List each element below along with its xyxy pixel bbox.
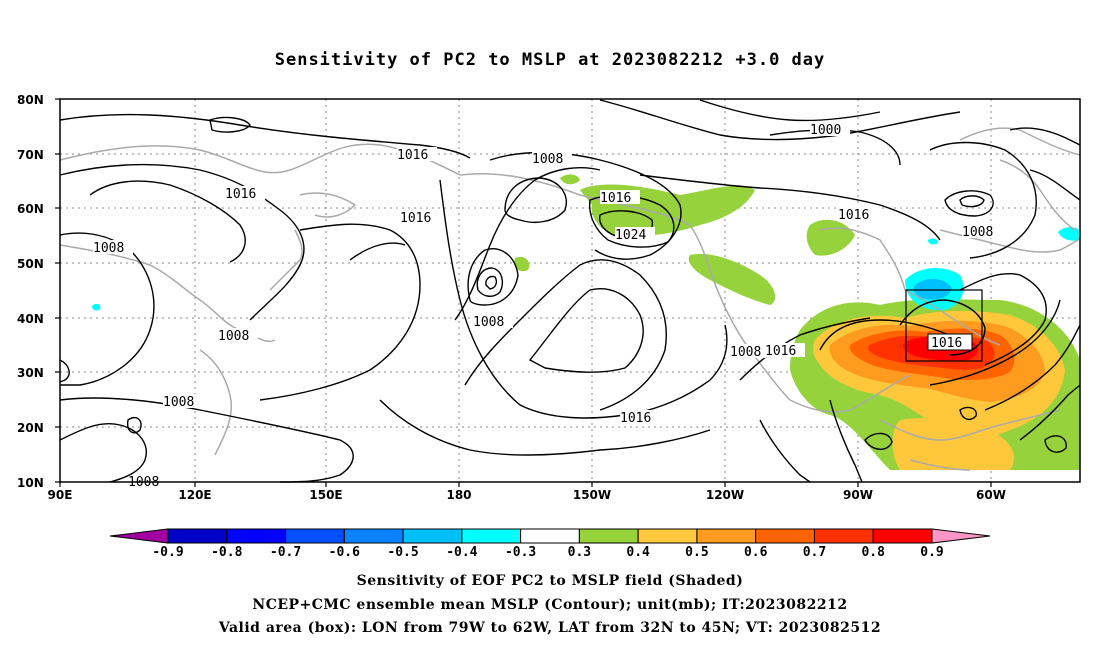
lon-label: 180 xyxy=(446,488,471,502)
colorbar-tick-label: -0.9 xyxy=(152,545,183,560)
lon-label: 90W xyxy=(843,488,873,502)
mslp-contours xyxy=(59,99,1081,483)
contour-label: 1008 xyxy=(962,225,993,240)
caption-line-3: Valid area (box): LON from 79W to 62W, L… xyxy=(218,620,882,636)
colorbar-swatch xyxy=(520,528,580,544)
colorbar-tick-label: -0.5 xyxy=(387,545,418,560)
contour-label: 1016 xyxy=(397,148,428,163)
lat-label: 70N xyxy=(17,148,44,162)
colorbar-swatch xyxy=(343,528,404,544)
colorbar-swatch xyxy=(872,528,933,544)
contour-labels: 1016 1008 1016 1016 1008 1016 1024 1000 … xyxy=(93,122,1002,490)
contour-label: 1008 xyxy=(473,315,504,330)
lat-label: 20N xyxy=(17,421,44,435)
lon-label: 120E xyxy=(178,488,211,502)
contour-label: 1016 xyxy=(838,208,869,223)
colorbar-swatch xyxy=(402,528,463,544)
colorbar-tick-label: -0.8 xyxy=(211,545,242,560)
colorbar-extend-high xyxy=(931,528,991,544)
colorbar-swatch xyxy=(813,528,874,544)
colorbar-swatch xyxy=(285,528,345,544)
colorbar-swatch xyxy=(461,528,522,544)
lon-label: 150W xyxy=(573,488,611,502)
colorbar-tick-label: 0.8 xyxy=(861,545,885,560)
contour-label: 1008 xyxy=(532,152,563,167)
colorbar-labels: -0.9 -0.8 -0.7 -0.6 -0.5 -0.4 -0.3 0.3 0.4 0.5 0.6… xyxy=(152,545,943,560)
map-title: Sensitivity of PC2 to MSLP at 2023082212… xyxy=(274,50,826,70)
colorbar-tick-label: -0.6 xyxy=(329,545,360,560)
lat-label: 10N xyxy=(17,476,44,490)
colorbar-swatch xyxy=(578,528,639,544)
lat-label: 50N xyxy=(17,257,44,271)
negative-sensitivity-shading xyxy=(92,227,1080,311)
contour-label: 1016 xyxy=(620,411,651,426)
contour-label: 1016 xyxy=(765,344,796,359)
contour-label: 1024 xyxy=(615,228,646,243)
latitude-labels: 80N 70N 60N 50N 40N 30N 20N 10N xyxy=(17,93,44,490)
colorbar-tick-label: 0.5 xyxy=(685,545,708,560)
valid-box-label: 1016 xyxy=(931,336,962,351)
map-frame xyxy=(59,98,1081,483)
contour-label: 1008 xyxy=(93,241,124,256)
colorbar-tick-label: -0.3 xyxy=(505,545,536,560)
colorbar-swatch xyxy=(696,528,757,544)
lat-label: 80N xyxy=(17,93,44,107)
colorbar-tick-label: 0.7 xyxy=(803,545,826,560)
contour-label: 1016 xyxy=(225,187,256,202)
lon-label: 90E xyxy=(48,488,73,502)
colorbar xyxy=(109,528,991,544)
colorbar-tick-label: 0.9 xyxy=(920,545,943,560)
contour-label: 1016 xyxy=(400,211,431,226)
lon-label: 60W xyxy=(976,488,1006,502)
colorbar-tick-label: 0.3 xyxy=(568,545,591,560)
axis-ticks xyxy=(55,98,992,487)
lat-label: 40N xyxy=(17,312,44,326)
colorbar-swatch xyxy=(226,528,287,544)
contour-label: 1016 xyxy=(600,191,631,206)
colorbar-tick-label: 0.4 xyxy=(626,545,650,560)
colorbar-swatch xyxy=(637,528,698,544)
valid-area-box xyxy=(905,289,983,362)
longitude-labels: 90E 120E 150E 180 150W 120W 90W 60W xyxy=(48,488,1006,502)
contour-label: 1000 xyxy=(810,123,841,138)
colorbar-swatch xyxy=(755,528,815,544)
colorbar-swatch xyxy=(167,528,228,544)
caption-line-1: Sensitivity of EOF PC2 to MSLP field (Sh… xyxy=(356,573,744,589)
colorbar-tick-label: 0.6 xyxy=(744,545,768,560)
lon-label: 150E xyxy=(309,488,342,502)
lat-label: 30N xyxy=(17,366,44,380)
caption-line-2: NCEP+CMC ensemble mean MSLP (Contour); u… xyxy=(252,597,848,613)
colorbar-tick-label: -0.4 xyxy=(446,545,477,560)
colorbar-extend-low xyxy=(109,528,169,544)
contour-label: 1008 xyxy=(163,395,194,410)
lat-label: 60N xyxy=(17,202,44,216)
contour-label: 1008 xyxy=(730,345,761,360)
colorbar-tick-label: -0.7 xyxy=(270,545,301,560)
contour-label: 1008 xyxy=(218,329,249,344)
lon-label: 120W xyxy=(706,488,744,502)
